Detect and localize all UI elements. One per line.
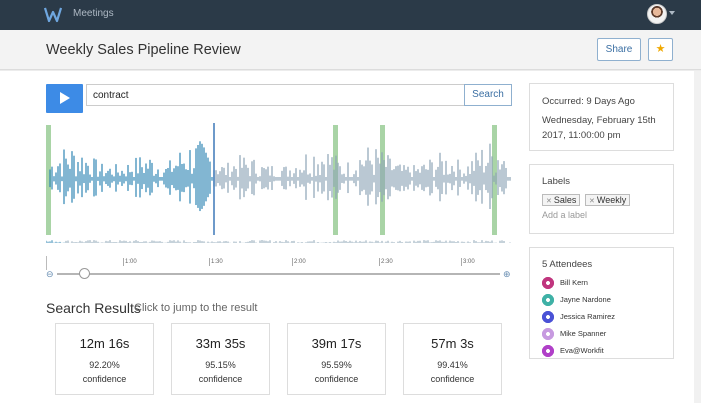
chevron-down-icon[interactable] [669,11,675,15]
attendee-avatar-icon [542,277,554,289]
page-header: Weekly Sales Pipeline Review Share ★ [0,30,701,70]
search-results-subtitle: Click to jump to the result [134,302,258,314]
main-content: Search 1:00 1:30 2:00 2:30 3:00 ⊖ ⊕ Search R… [0,71,701,403]
result-time: 33m 35s [195,336,246,351]
result-confidence-label: confidence [314,374,359,384]
result-confidence-label: confidence [82,374,127,384]
zoom-slider-handle[interactable] [79,268,90,279]
app-title[interactable]: Meetings [73,8,114,19]
search-match-marker [46,125,51,235]
top-bar: Meetings [0,0,701,30]
page-title: Weekly Sales Pipeline Review [46,42,241,58]
remove-tag-icon[interactable]: ✕ [589,198,595,205]
result-time: 12m 16s [79,336,130,351]
attendees-title: 5 Attendees [542,259,593,270]
result-time: 57m 3s [431,336,474,351]
meeting-info-panel: Occurred: 9 Days Ago Wednesday, February… [529,83,674,151]
timeline-tick-label: 1:00 [123,258,137,266]
user-avatar[interactable] [647,4,667,24]
result-card[interactable]: 39m 17s 95.59% confidence [287,323,386,395]
result-confidence-label: confidence [430,374,475,384]
transcript-search-input[interactable] [86,84,465,106]
result-card[interactable]: 57m 3s 99.41% confidence [403,323,502,395]
result-confidence-value: 92.20% [89,360,120,370]
search-results-title: Search Results [46,300,141,316]
share-button[interactable]: Share [597,38,641,61]
attendees-panel: 5 Attendees Bill Kern Jayne Nardone Jess… [529,247,674,359]
attendee-avatar-icon [542,311,554,323]
zoom-out-icon[interactable]: ⊖ [46,269,54,279]
attendee-avatar-icon [542,345,554,357]
attendee-name: Bill Kern [560,278,588,287]
zoom-slider-track[interactable] [57,273,500,275]
timeline-tick-label: 1:30 [209,258,223,266]
audio-waveform[interactable] [46,123,512,243]
attendee-name: Jessica Ramirez [560,312,616,321]
labels-panel: Labels ✕ Sales ✕ Weekly Add a label [529,164,674,234]
favorite-star-button[interactable]: ★ [648,38,673,61]
result-confidence-label: confidence [198,374,243,384]
logo-icon[interactable] [44,6,62,23]
timeline-tick-label: 2:30 [379,258,393,266]
timeline-tick-label: 3:00 [461,258,475,266]
timeline-ruler[interactable]: 1:00 1:30 2:00 2:30 3:00 [46,256,512,270]
search-button[interactable]: Search [464,84,512,106]
labels-title: Labels [542,176,570,187]
label-tag-text: Sales [553,195,577,205]
page-scrollbar[interactable] [694,71,701,403]
attendee-name: Jayne Nardone [560,295,611,304]
occurred-relative: Occurred: 9 Days Ago [542,96,635,107]
remove-tag-icon[interactable]: ✕ [546,198,552,205]
play-icon [60,92,70,104]
result-confidence-value: 99.41% [437,360,468,370]
result-confidence-value: 95.59% [321,360,352,370]
timeline-tick-label: 2:00 [292,258,306,266]
meeting-date: Wednesday, February 15th 2017, 11:00:00 … [542,115,656,141]
result-time: 39m 17s [311,336,362,351]
result-card[interactable]: 33m 35s 95.15% confidence [171,323,270,395]
star-icon: ★ [655,43,666,55]
label-tag[interactable]: ✕ Sales [542,194,581,206]
attendee-avatar-icon [542,294,554,306]
result-confidence-value: 95.15% [205,360,236,370]
play-button[interactable] [46,84,83,113]
attendee-name: Mike Spanner [560,329,607,338]
result-card[interactable]: 12m 16s 92.20% confidence [55,323,154,395]
attendee-avatar-icon [542,328,554,340]
attendee-name: Eva@Workfit [560,346,604,355]
label-tag[interactable]: ✕ Weekly [585,194,631,206]
add-label-input[interactable]: Add a label [542,210,588,220]
label-tag-text: Weekly [596,195,627,205]
zoom-in-icon[interactable]: ⊕ [503,269,511,279]
